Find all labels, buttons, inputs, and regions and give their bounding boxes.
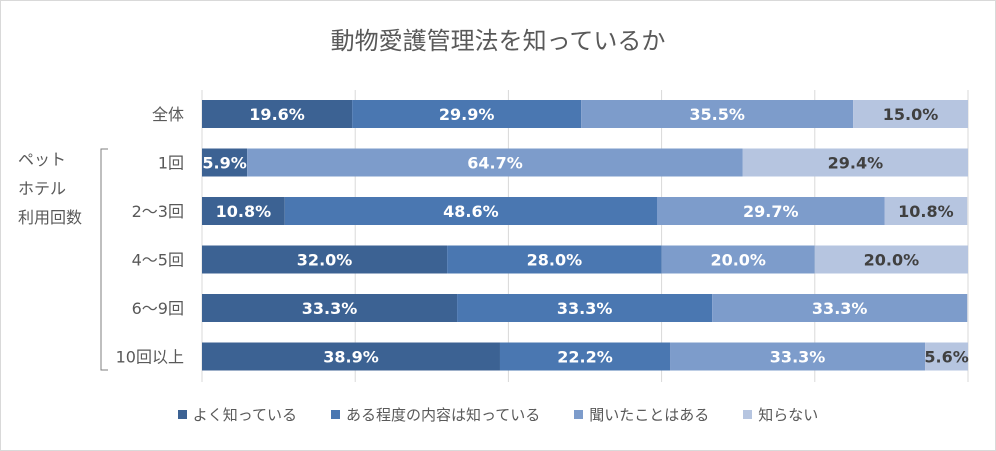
data-label: 33.3% <box>302 299 358 318</box>
legend-item: よく知っている <box>177 404 297 425</box>
bar-segment <box>457 294 713 322</box>
category-label: 1回 <box>158 154 184 173</box>
data-label: 35.5% <box>689 105 745 124</box>
bar-segment <box>884 197 968 225</box>
data-label: 15.0% <box>883 105 939 124</box>
bar-segment <box>712 294 968 322</box>
bar-segment <box>670 342 926 371</box>
bar-segment <box>202 294 458 322</box>
bar-segment <box>853 100 968 128</box>
data-label: 29.9% <box>439 105 495 124</box>
bar-segment <box>925 342 968 371</box>
data-label: 20.0% <box>864 251 920 270</box>
category-label: 全体 <box>152 105 184 124</box>
category-label: 4〜5回 <box>132 251 184 270</box>
data-label: 28.0% <box>527 251 583 270</box>
data-label: 29.4% <box>828 154 884 173</box>
bar-segment <box>661 245 815 274</box>
chart-title: 動物愛護管理法を知っているか <box>331 27 666 55</box>
category-label: 6〜9回 <box>132 299 184 318</box>
data-label: 5.9% <box>202 154 246 173</box>
data-label: 19.6% <box>249 105 305 124</box>
bar-segment <box>202 100 353 128</box>
bar-segment <box>447 245 662 274</box>
bars: 19.6% 29.9% 35.5% 15.0% 5.9% 64.7% 29.4% 10.8% 4… <box>202 100 969 371</box>
data-label: 33.3% <box>770 348 826 367</box>
data-label: 32.0% <box>297 251 353 270</box>
gridlines <box>201 90 969 382</box>
bar-segment <box>202 197 285 225</box>
legend-swatch <box>574 410 584 419</box>
legend-item: 知らない <box>743 404 818 425</box>
data-label: 64.7% <box>467 154 523 173</box>
legend-swatch <box>177 410 187 419</box>
group-label-line: 利用回数 <box>18 208 82 227</box>
bar-segment <box>814 245 968 274</box>
bar-segment <box>202 148 248 177</box>
legend-label: ある程度の内容は知っている <box>345 406 541 424</box>
data-label: 20.0% <box>710 251 766 270</box>
data-label: 48.6% <box>443 202 499 221</box>
bar-segment <box>657 197 885 225</box>
legend-item: ある程度の内容は知っている <box>330 404 541 425</box>
legend-swatch <box>330 410 340 419</box>
bar-segment <box>742 148 968 177</box>
group-bracket <box>100 148 108 371</box>
legend-item: 聞いたことはある <box>574 404 709 425</box>
data-label: 10.8% <box>898 202 954 221</box>
bar-segment <box>581 100 854 128</box>
bar-segment <box>202 342 500 371</box>
data-label: 5.6% <box>924 348 968 367</box>
data-label: 33.3% <box>557 299 613 318</box>
data-label: 10.8% <box>216 202 272 221</box>
group-label-line: ホテル <box>18 179 66 198</box>
data-label: 22.2% <box>557 348 613 367</box>
legend-swatch <box>743 410 753 419</box>
legend-label: 知らない <box>758 406 819 424</box>
bar-segment <box>247 148 743 177</box>
legend-label: よく知っている <box>192 406 297 424</box>
legend: よく知っている ある程度の内容は知っている 聞いたことはある 知らない <box>0 404 996 425</box>
category-labels: 全体 1回 2〜3回 4〜5回 6〜9回 10回以上 <box>116 105 184 367</box>
category-label: 10回以上 <box>116 348 184 367</box>
category-label: 2〜3回 <box>132 202 184 221</box>
bar-segment <box>284 197 658 225</box>
legend-label: 聞いたことはある <box>589 406 710 424</box>
data-label: 38.9% <box>323 348 379 367</box>
data-label: 33.3% <box>812 299 868 318</box>
data-label: 29.7% <box>743 202 799 221</box>
bar-segment <box>499 342 671 371</box>
group-label-line: ペット <box>18 150 66 169</box>
bar-segment <box>202 245 448 274</box>
bar-segment <box>352 100 582 128</box>
